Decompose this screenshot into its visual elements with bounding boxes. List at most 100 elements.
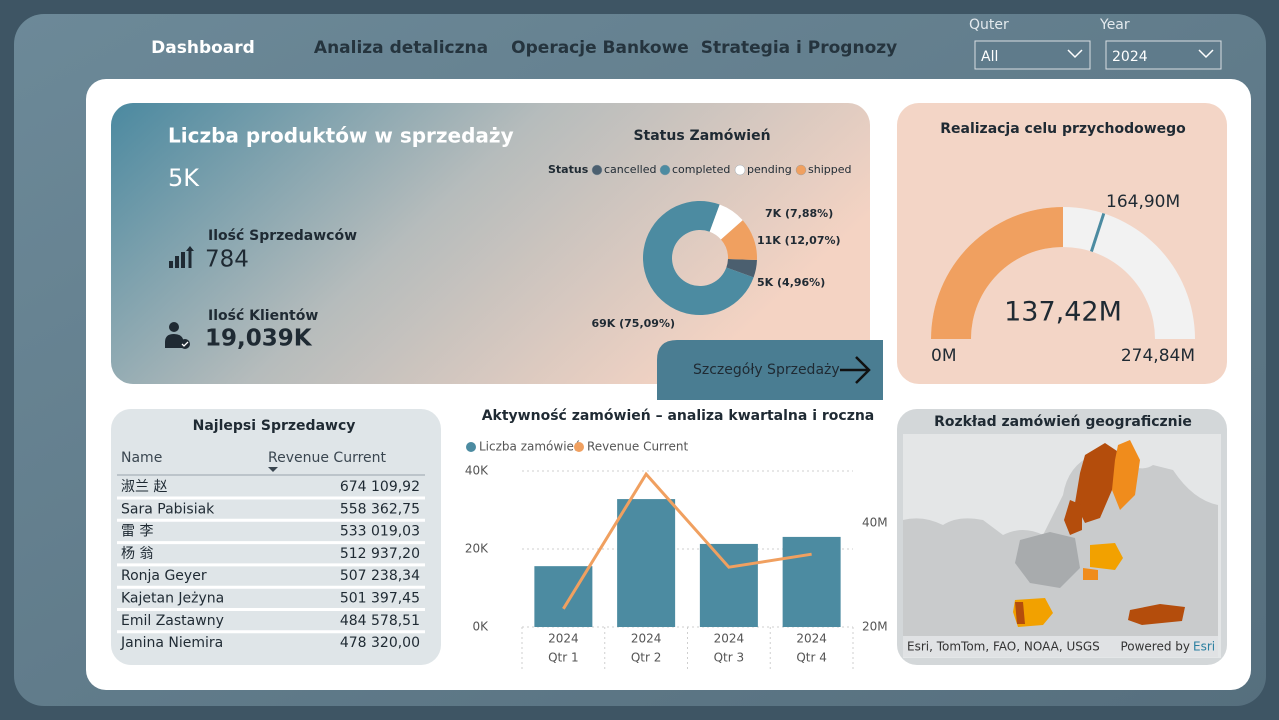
- button-label: Szczegóły Sprzedaży: [693, 362, 840, 378]
- legend-label: pending: [747, 163, 792, 176]
- land: [1015, 532, 1080, 588]
- cell-name: Emil Zastawny: [121, 613, 224, 629]
- arrow-icon: [840, 356, 871, 384]
- legend-marker: [795, 164, 807, 176]
- legend-marker: [591, 164, 603, 176]
- table-body: 淑兰 赵 674 109,92 Sara Pabisiak 558 362,75 雷 李…: [117, 479, 425, 651]
- legend-label: Revenue Current: [587, 440, 688, 454]
- legend-marker: [659, 164, 671, 176]
- cell-value: 484 578,51: [340, 613, 420, 629]
- column-header[interactable]: Revenue Current: [268, 450, 387, 466]
- cell-name: 淑兰 赵: [121, 479, 167, 495]
- kpi-value: 19,039K: [205, 326, 313, 352]
- nav-tab[interactable]: Strategia i Prognozy: [701, 38, 897, 58]
- country: [1064, 500, 1082, 535]
- kpi-card: [111, 103, 870, 384]
- donut-slice: [642, 200, 754, 315]
- y2-tick-label: 20M: [862, 620, 888, 634]
- gauge-range-label: 0M: [931, 346, 956, 366]
- chart-title: Realizacja celu przychodowego: [940, 121, 1186, 137]
- chart-title: Status Zamówień: [633, 128, 770, 144]
- data-label: 11K (12,07%): [757, 234, 841, 247]
- sellers-icon: [169, 246, 194, 268]
- y-tick-label: 0K: [472, 620, 489, 634]
- cell-value: 674 109,92: [340, 479, 420, 495]
- table-title: Najlepsi Sprzedawcy: [193, 418, 356, 434]
- chart-title: Aktywność zamówień – analiza kwartalna i…: [482, 408, 875, 424]
- gauge-chart: 164,90M 137,42M 0M 274,84M: [931, 192, 1195, 366]
- kpi-title: Liczba produktów w sprzedaży: [168, 124, 514, 148]
- attribution-bar: [903, 636, 1221, 658]
- map: Esri, TomTom, FAO, NOAA, USGS Powered by…: [903, 434, 1221, 658]
- bar: [699, 543, 758, 627]
- details-button[interactable]: [657, 340, 883, 400]
- map-title: Rozkład zamówień geograficznie: [934, 414, 1192, 430]
- y2-tick-label: 40M: [862, 516, 888, 530]
- data-label: 5K (4,96%): [757, 276, 825, 289]
- x-tick-label: Qtr 1: [548, 651, 579, 665]
- bar: [617, 499, 676, 627]
- x-tick-label: Qtr 2: [631, 651, 662, 665]
- kpi-label: Ilość Klientów: [208, 308, 318, 324]
- y-tick-label: 40K: [465, 464, 489, 478]
- legend-label: completed: [672, 163, 730, 176]
- legend-marker: [466, 442, 476, 452]
- filter-label: Year: [1099, 17, 1130, 33]
- dropdown[interactable]: [974, 40, 1091, 70]
- x-group-label: 2024: [714, 632, 745, 646]
- legend-label: Liczba zamówień: [479, 440, 582, 454]
- country: [1083, 568, 1098, 580]
- kpi-label: Ilość Sprzedawców: [208, 228, 357, 244]
- legend-label: cancelled: [604, 163, 656, 176]
- cell-value: 507 238,34: [340, 568, 420, 584]
- clients-icon: [165, 322, 190, 349]
- donut-slice: [726, 258, 757, 278]
- cell-name: Ronja Geyer: [121, 568, 207, 584]
- cell-name: Janina Niemira: [120, 635, 223, 651]
- donut-slice: [720, 220, 757, 260]
- x-group-label: 2024: [631, 632, 662, 646]
- dropdown[interactable]: [1105, 40, 1222, 70]
- cell-name: Sara Pabisiak: [121, 501, 215, 517]
- cell-value: 478 320,00: [340, 635, 420, 651]
- country: [1015, 602, 1025, 624]
- table-card: [111, 409, 441, 665]
- y-tick-label: 20K: [465, 542, 489, 556]
- donut-chart: cancelled completed pending shipped 5K (4,96…: [591, 163, 851, 330]
- nav-tab[interactable]: Analiza detaliczna: [314, 38, 488, 58]
- cell-value: 512 937,20: [340, 546, 420, 562]
- country: [1090, 543, 1123, 570]
- target-label: 164,90M: [1106, 192, 1180, 212]
- legend-title: Status: [548, 163, 589, 176]
- cell-value: 533 019,03: [340, 524, 420, 540]
- country: [1075, 443, 1120, 523]
- gauge-target: [1089, 212, 1106, 252]
- nav-tab[interactable]: Dashboard: [151, 38, 255, 58]
- powered-by: Powered by: [1120, 640, 1190, 654]
- dropdown-value: All: [981, 49, 998, 65]
- data-label: 69K (75,09%): [591, 317, 675, 330]
- combo-chart: 0K 20K 40K 20M 40M Liczba zamówień Revenue Cur…: [465, 440, 888, 670]
- cell-name: Kajetan Jeżyna: [121, 591, 224, 607]
- column-header[interactable]: Name: [121, 450, 162, 466]
- chevron: [1198, 49, 1214, 59]
- line-series: [562, 471, 812, 610]
- x-tick-label: Qtr 3: [714, 651, 745, 665]
- cell-value: 558 362,75: [340, 501, 420, 517]
- kpi-value: 5K: [168, 164, 200, 192]
- donut-slice: [709, 204, 743, 240]
- cell-value: 501 397,45: [340, 591, 420, 607]
- provider-link[interactable]: Esri: [1193, 640, 1215, 654]
- x-group-label: 2024: [548, 632, 579, 646]
- nav-tab[interactable]: Operacje Bankowe: [511, 38, 689, 58]
- chevron: [1067, 49, 1083, 59]
- gauge-value-label: 137,42M: [1004, 297, 1122, 328]
- gauge-value: [931, 207, 1063, 339]
- attribution: Esri, TomTom, FAO, NOAA, USGS: [907, 640, 1100, 654]
- x-group-label: 2024: [796, 632, 827, 646]
- data-label: 7K (7,88%): [765, 207, 833, 220]
- bar: [782, 536, 841, 627]
- country: [1112, 440, 1140, 510]
